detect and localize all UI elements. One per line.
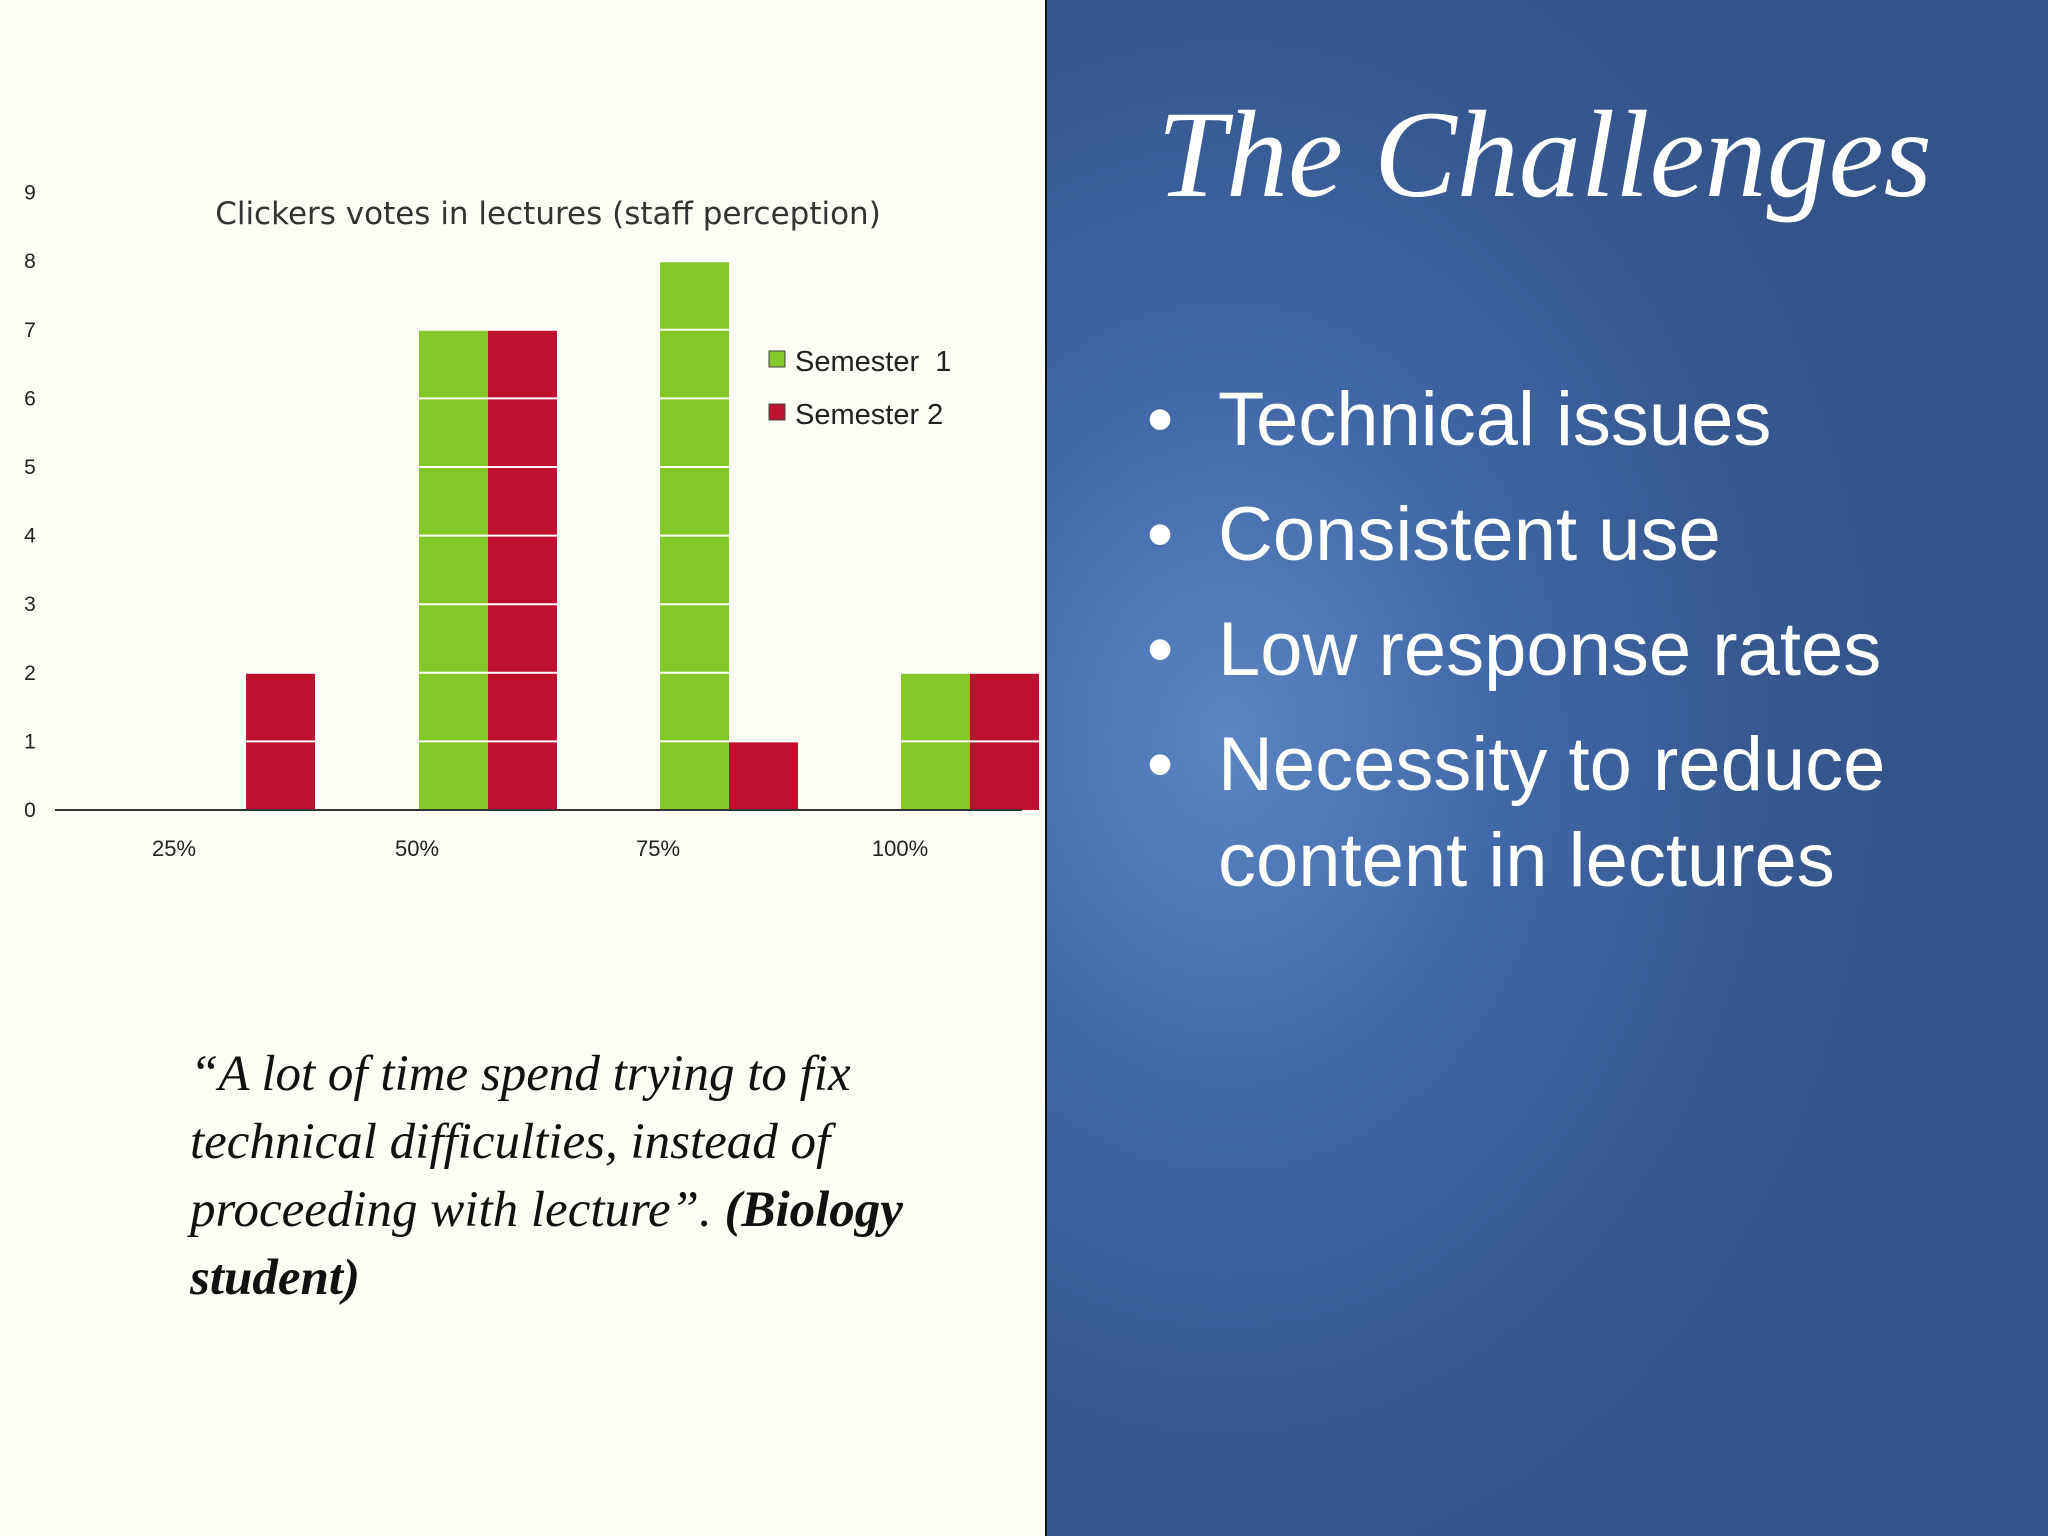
y-tick-label: 1 bbox=[24, 730, 36, 753]
challenges-list: • Technical issues • Consistent use • Low r… bbox=[1130, 372, 2010, 928]
y-tick-label: 0 bbox=[24, 799, 36, 822]
bullet-text: Consistent use bbox=[1218, 492, 1721, 577]
bullet-icon: • bbox=[1146, 492, 1174, 577]
bullet-icon: • bbox=[1146, 607, 1174, 692]
x-category-label: 50% bbox=[395, 836, 439, 861]
bar-semester-2-50pct bbox=[488, 329, 557, 810]
chart-panel: 0 1 2 3 4 5 6 7 8 9 25% 50% 75% 100% Clickers votes … bbox=[0, 0, 1047, 1536]
legend-label-semester-1: Semester 1 bbox=[795, 346, 951, 378]
y-tick-label: 5 bbox=[24, 456, 36, 479]
legend-label-semester-2: Semester 2 bbox=[795, 399, 943, 431]
quote-text: “A lot of time spend trying to fix techn… bbox=[190, 1046, 851, 1238]
bar-chart: 0 1 2 3 4 5 6 7 8 9 25% 50% 75% 100% Clickers votes … bbox=[24, 182, 1039, 861]
x-axis-category-labels: 25% 50% 75% 100% bbox=[152, 836, 928, 861]
y-tick-label: 8 bbox=[24, 250, 36, 273]
x-category-label: 75% bbox=[636, 836, 680, 861]
chart-title: Clickers votes in lectures (staff percep… bbox=[215, 196, 881, 232]
slide-title: The Challenges bbox=[1157, 86, 1932, 223]
y-tick-label: 6 bbox=[24, 387, 36, 410]
bullet-item: • Low response rates bbox=[1130, 602, 2010, 698]
bullet-item: • Necessity to reduce content in lectures bbox=[1130, 717, 2010, 909]
y-tick-label: 3 bbox=[24, 593, 36, 616]
bullet-item: • Technical issues bbox=[1130, 372, 2010, 468]
x-category-label: 100% bbox=[872, 836, 928, 861]
y-tick-label: 9 bbox=[24, 182, 36, 205]
quote-attribution: (Biology student) bbox=[190, 1182, 903, 1306]
bullet-icon: • bbox=[1146, 377, 1174, 462]
y-tick-label: 4 bbox=[24, 525, 36, 548]
student-quote: “A lot of time spend trying to fix techn… bbox=[190, 1040, 910, 1312]
chart-legend: Semester 1 Semester 2 bbox=[768, 346, 951, 431]
bullet-text: Technical issues bbox=[1218, 377, 1772, 462]
y-axis-ticks: 0 1 2 3 4 5 6 7 8 9 bbox=[24, 182, 36, 822]
x-category-label: 25% bbox=[152, 836, 196, 861]
bullet-text: Low response rates bbox=[1218, 607, 1882, 692]
y-tick-label: 7 bbox=[24, 319, 36, 342]
bullet-icon: • bbox=[1146, 722, 1174, 807]
bullet-item: • Consistent use bbox=[1130, 487, 2010, 583]
bars bbox=[246, 260, 1039, 810]
legend-swatch-semester-2 bbox=[768, 403, 786, 421]
legend-swatch-semester-1 bbox=[768, 350, 786, 368]
y-tick-label: 2 bbox=[24, 662, 36, 685]
challenges-panel bbox=[1047, 0, 2048, 1536]
bullet-text: Necessity to reduce content in lectures bbox=[1218, 722, 1886, 903]
bar-semester-2-75pct bbox=[729, 741, 798, 810]
bar-semester-1-50pct bbox=[419, 329, 488, 810]
